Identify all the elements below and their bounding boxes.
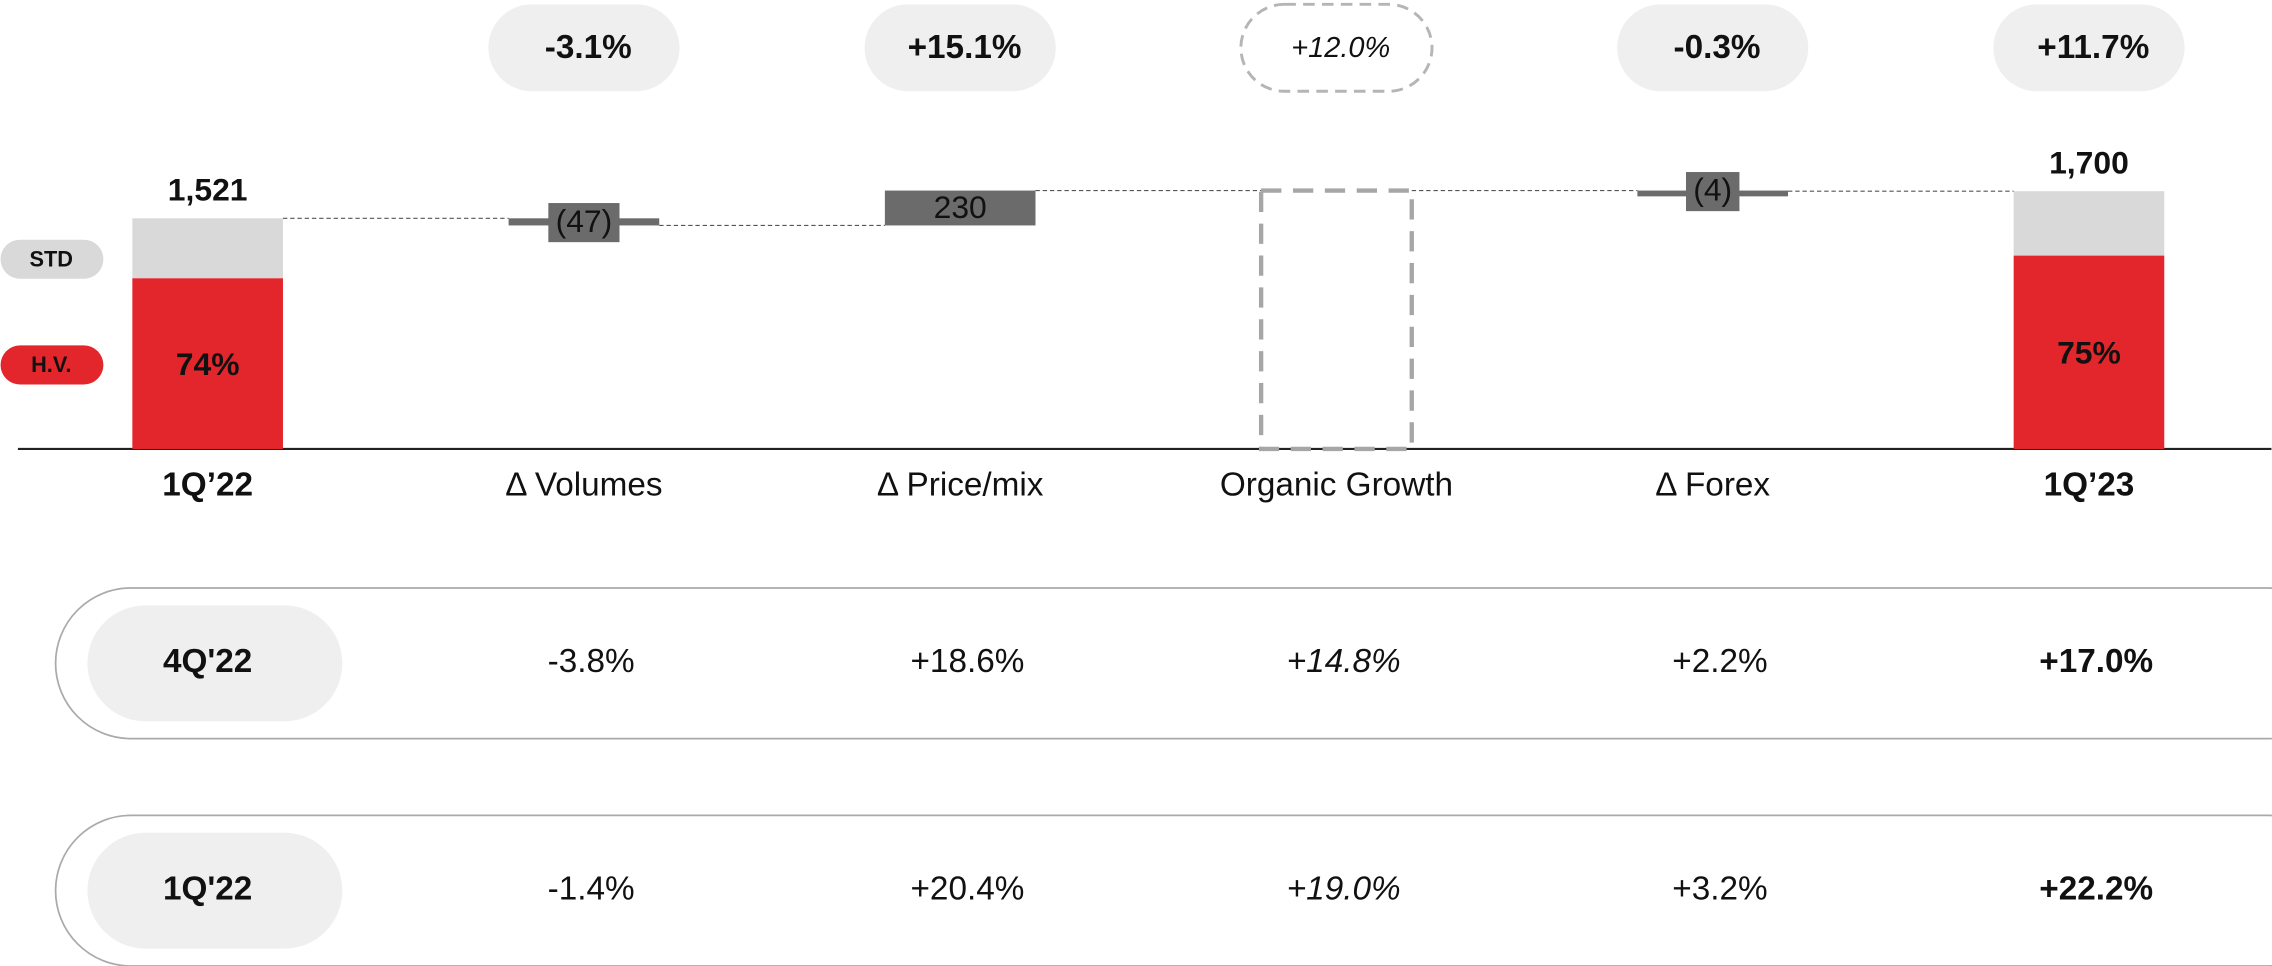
value-label: (4): [1693, 172, 1732, 208]
growth-pill: [864, 4, 1056, 92]
growth-label: +11.7%: [2037, 29, 2149, 66]
bar-std: [2013, 191, 2165, 256]
value-label: 1,521: [168, 172, 248, 208]
value-label: (47): [556, 203, 613, 239]
x-tick-label: Δ Volumes: [505, 466, 662, 503]
row-cell: 1Q'22: [163, 870, 252, 907]
bar-std: [132, 218, 283, 279]
x-tick-label: 1Q’22: [162, 466, 253, 503]
bar-hv: [132, 278, 283, 449]
row-pill: [87, 605, 343, 722]
x-tick-label: Organic Growth: [1220, 466, 1453, 503]
growth-pill: [1993, 4, 2185, 92]
row-cell: 4Q'22: [163, 643, 252, 680]
row-cell: -1.4%: [548, 870, 635, 907]
value-label-bg: [1685, 172, 1740, 212]
value-label: 230: [934, 189, 987, 225]
growth-label: -0.3%: [1674, 29, 1761, 66]
row-outline: [54, 587, 2272, 740]
legend-pill: [0, 345, 104, 385]
share-label: 75%: [2057, 335, 2121, 371]
bar-subtotal: [1258, 188, 1414, 452]
x-tick-label: 1Q’23: [2044, 466, 2135, 503]
row-cell: +17.0%: [2039, 643, 2153, 680]
value-label: 1,700: [2049, 145, 2129, 181]
row-outline: [54, 814, 2272, 966]
growth-pill: [1239, 2, 1434, 93]
growth-pill: [1617, 4, 1809, 92]
row-cell: +18.6%: [910, 643, 1024, 680]
row-cell: +2.2%: [1672, 643, 1767, 680]
row-cell: -3.8%: [548, 643, 635, 680]
growth-pill: [488, 4, 680, 92]
bar-hv: [2013, 255, 2165, 449]
growth-label: -3.1%: [545, 29, 632, 66]
x-tick-label: Δ Price/mix: [877, 466, 1044, 503]
row-cell: +3.2%: [1672, 870, 1767, 907]
legend-label: STD: [30, 246, 73, 271]
value-label-bg: [548, 203, 620, 243]
row-cell: +14.8%: [1287, 643, 1401, 680]
growth-label: +15.1%: [908, 29, 1022, 66]
row-cell: +19.0%: [1287, 870, 1401, 907]
legend-label: H.V.: [31, 352, 71, 377]
x-tick-label: Δ Forex: [1655, 466, 1770, 503]
growth-label: +12.0%: [1291, 32, 1390, 64]
legend-pill: [0, 239, 104, 279]
row-cell: +20.4%: [910, 870, 1024, 907]
bar-delta: [884, 190, 1036, 226]
row-cell: +22.2%: [2039, 870, 2153, 907]
share-label: 74%: [176, 346, 240, 382]
row-pill: [87, 832, 343, 949]
